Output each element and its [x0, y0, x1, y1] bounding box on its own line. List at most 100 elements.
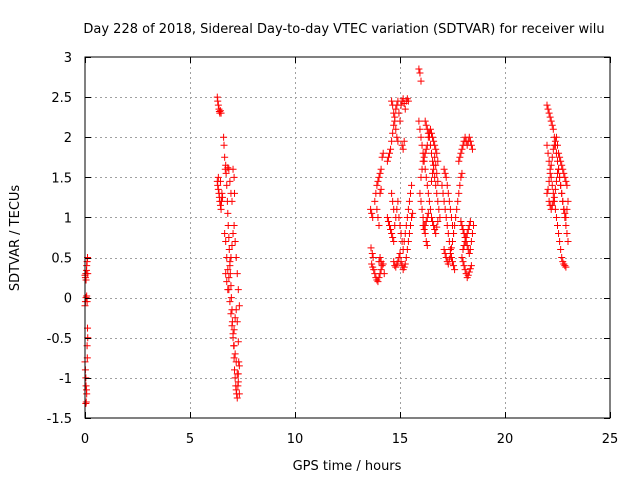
data-point [82, 276, 90, 284]
data-point [551, 185, 559, 193]
data-point [388, 229, 396, 237]
data-point [425, 197, 433, 205]
data-point [232, 358, 240, 366]
data-point [224, 221, 232, 229]
data-point [417, 197, 425, 205]
data-point [444, 189, 452, 197]
data-point [447, 244, 455, 252]
data-point [421, 117, 429, 125]
data-point [562, 177, 570, 185]
data-point [449, 221, 456, 229]
data-point [442, 254, 450, 262]
data-point [549, 189, 557, 197]
data-point [233, 270, 241, 278]
data-point [428, 177, 435, 185]
data-point [551, 137, 559, 145]
data-point [400, 263, 408, 271]
x-tick-label: 5 [186, 432, 194, 447]
data-point [546, 113, 554, 121]
data-point [467, 141, 475, 149]
data-point [377, 165, 385, 173]
data-point [560, 169, 568, 177]
data-point [386, 149, 393, 157]
data-point [214, 97, 222, 105]
data-point [422, 145, 430, 153]
data-point [396, 250, 404, 258]
data-point [223, 181, 231, 189]
data-point [393, 133, 401, 141]
data-point [460, 242, 468, 250]
data-point [458, 169, 466, 177]
data-point [561, 209, 569, 217]
x-tick-label: 0 [81, 432, 89, 447]
data-point [417, 173, 425, 181]
data-point [432, 229, 440, 237]
y-tick-label: 2 [64, 131, 72, 146]
data-point [433, 189, 441, 197]
data-point [230, 326, 238, 334]
data-point [552, 213, 560, 221]
data-point [467, 262, 475, 270]
data-point [554, 221, 561, 229]
data-point [418, 205, 426, 213]
data-point [468, 145, 476, 153]
data-point [466, 265, 474, 273]
data-point [376, 189, 384, 197]
y-tick-label: -1.5 [47, 412, 72, 427]
data-point [450, 229, 458, 237]
data-point [544, 149, 552, 157]
data-point [562, 213, 570, 221]
data-point [234, 286, 242, 294]
data-point [232, 254, 240, 262]
data-point [458, 254, 466, 262]
data-point [555, 229, 563, 237]
data-point [555, 149, 563, 157]
data-point [390, 238, 398, 246]
data-point [227, 310, 235, 318]
data-point [228, 322, 236, 330]
data-point [555, 165, 563, 173]
data-point [214, 173, 222, 181]
data-point [217, 109, 225, 117]
data-point [467, 238, 475, 246]
data-point [458, 221, 466, 229]
data-point [417, 77, 425, 85]
data-point [423, 125, 431, 133]
data-point [371, 197, 379, 205]
data-point [380, 270, 388, 278]
data-point [446, 250, 454, 258]
data-point [545, 157, 553, 165]
data-point [401, 105, 409, 113]
data-point [232, 306, 240, 314]
data-point [376, 169, 384, 177]
data-point [447, 213, 455, 221]
data-point [426, 141, 434, 149]
data-point [228, 242, 236, 250]
data-point [225, 234, 233, 241]
data-point [420, 153, 428, 161]
data-point [544, 185, 552, 193]
data-point [373, 181, 381, 189]
data-point [432, 145, 440, 153]
data-point [221, 229, 229, 237]
data-point [554, 169, 561, 177]
data-point [445, 197, 453, 205]
data-point [443, 181, 451, 189]
data-point [419, 157, 427, 165]
data-point [556, 153, 564, 161]
data-point [421, 149, 429, 157]
data-point [231, 350, 239, 358]
data-point [389, 197, 397, 205]
data-point [231, 189, 239, 197]
x-tick-label: 10 [287, 432, 304, 447]
data-point [233, 318, 241, 326]
data-point [389, 234, 397, 241]
data-point [227, 282, 235, 290]
data-point [378, 262, 386, 270]
data-point [397, 101, 405, 109]
data-point [456, 153, 464, 161]
data-point [223, 278, 231, 286]
data-point [226, 298, 234, 306]
data-point [225, 246, 233, 254]
